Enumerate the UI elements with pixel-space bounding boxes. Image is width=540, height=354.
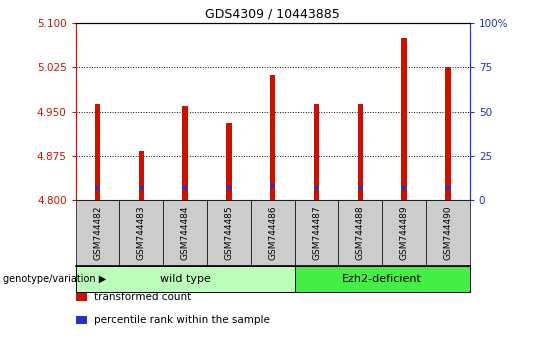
- Text: GSM744487: GSM744487: [312, 205, 321, 260]
- Bar: [446, 186, 450, 189]
- Text: percentile rank within the sample: percentile rank within the sample: [94, 315, 270, 325]
- Bar: [401, 38, 407, 200]
- Text: GSM744482: GSM744482: [93, 206, 102, 260]
- Bar: [139, 186, 144, 189]
- Text: GSM744483: GSM744483: [137, 205, 146, 260]
- Bar: [270, 184, 275, 187]
- Bar: [226, 123, 232, 200]
- Bar: [183, 186, 188, 189]
- Bar: [446, 67, 450, 200]
- Bar: [226, 186, 232, 189]
- Bar: [139, 151, 144, 200]
- Bar: [270, 75, 275, 200]
- Text: GSM744488: GSM744488: [356, 205, 365, 260]
- Text: genotype/variation ▶: genotype/variation ▶: [3, 274, 106, 284]
- Bar: [95, 186, 100, 189]
- Bar: [357, 104, 363, 200]
- Bar: [401, 186, 407, 189]
- Bar: [183, 105, 188, 200]
- Text: GSM744490: GSM744490: [443, 205, 453, 260]
- Bar: [314, 186, 319, 189]
- Text: wild type: wild type: [160, 274, 211, 284]
- Text: transformed count: transformed count: [94, 292, 191, 302]
- Bar: [357, 186, 363, 189]
- Bar: [314, 104, 319, 200]
- Text: GSM744489: GSM744489: [400, 205, 409, 260]
- Text: GSM744484: GSM744484: [180, 206, 190, 260]
- Text: GSM744485: GSM744485: [225, 205, 233, 260]
- Text: GSM744486: GSM744486: [268, 205, 277, 260]
- Title: GDS4309 / 10443885: GDS4309 / 10443885: [205, 7, 340, 21]
- Bar: [95, 104, 100, 200]
- Text: Ezh2-deficient: Ezh2-deficient: [342, 274, 422, 284]
